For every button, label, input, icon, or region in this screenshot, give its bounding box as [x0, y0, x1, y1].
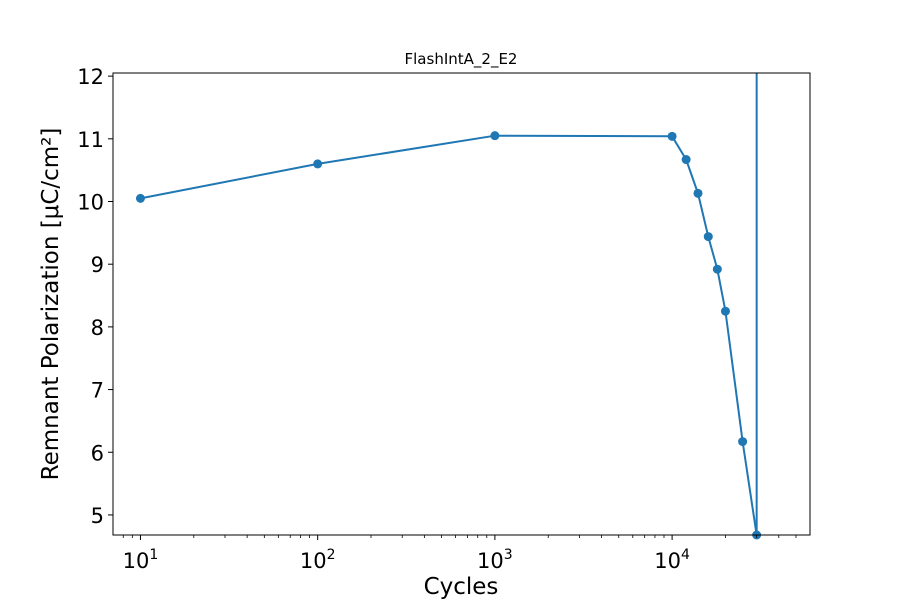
x-axis-label: Cycles: [424, 574, 499, 600]
plot-frame: [112, 72, 811, 536]
y-tick-label: 9: [91, 253, 104, 277]
data-point: [313, 159, 323, 169]
data-point: [681, 155, 691, 165]
data-point: [135, 193, 145, 203]
data-point: [667, 131, 677, 141]
data-point: [712, 264, 722, 274]
y-axis-ticks: 5 6 7 8 9 10 11 12: [77, 65, 113, 528]
data-point: [720, 306, 730, 316]
x-tick-label: 103: [477, 547, 513, 573]
data-point: [703, 232, 713, 242]
y-tick-label: 8: [91, 316, 104, 340]
plot-marks: [135, 73, 762, 540]
x-tick-label: 102: [300, 547, 336, 573]
data-point: [693, 188, 703, 198]
y-tick-label: 12: [77, 65, 104, 89]
x-tick-label: 101: [123, 547, 159, 573]
y-tick-label: 7: [91, 379, 104, 403]
data-point: [738, 437, 748, 447]
x-tick-label: 104: [654, 547, 690, 573]
y-tick-label: 11: [77, 128, 104, 152]
y-tick-label: 5: [91, 504, 104, 528]
y-axis-label: Remnant Polarization [μC/cm²]: [38, 128, 64, 481]
data-point: [490, 131, 500, 141]
x-axis-ticks: 101 102 103 104: [123, 535, 797, 573]
chart-title: FlashIntA_2_E2: [405, 50, 518, 69]
y-tick-label: 10: [77, 191, 104, 215]
y-tick-label: 6: [91, 441, 104, 465]
